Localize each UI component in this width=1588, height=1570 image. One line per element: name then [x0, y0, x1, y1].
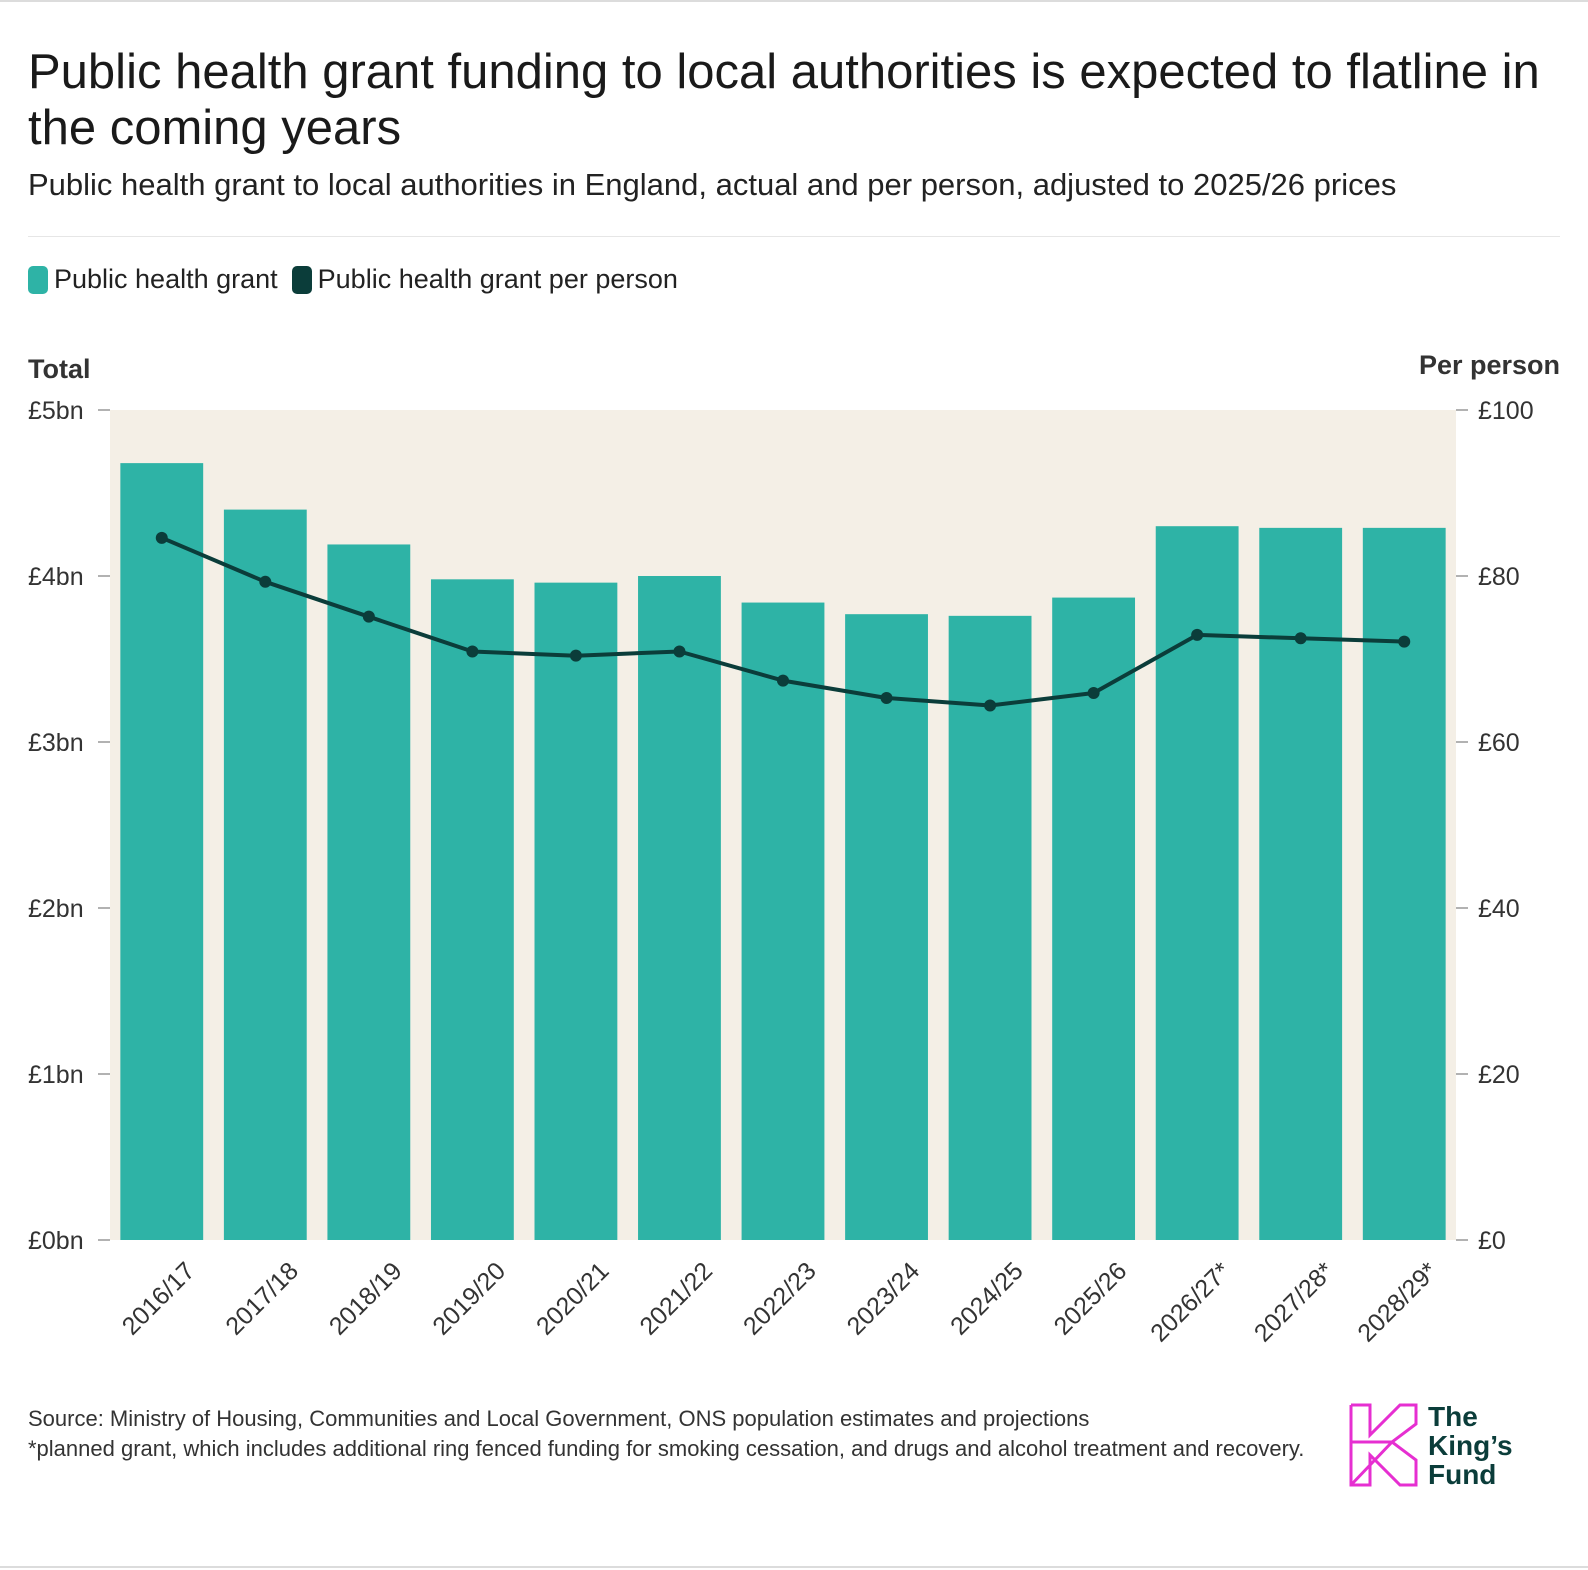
bar-12: [1362, 527, 1446, 1240]
point-0: [155, 531, 168, 544]
chart-svg: £0bn£1bn£2bn£3bn£4bn£5bn £0£20£40£60£80£…: [28, 397, 1534, 1348]
bar-8: [948, 615, 1032, 1240]
footer: Source: Ministry of Housing, Communities…: [28, 1404, 1318, 1464]
legend-item-per-person[interactable]: Public health grant per person: [291, 264, 678, 295]
right-tick-label: £20: [1478, 1061, 1520, 1089]
x-tick-label: 2027/28*: [1249, 1257, 1340, 1348]
logo-wordmark: The King’s Fund: [1428, 1401, 1513, 1490]
footnote: *planned grant, which includes additiona…: [28, 1436, 1305, 1461]
legend-swatch-per-person: [291, 265, 312, 294]
bar-2: [327, 544, 411, 1240]
right-tick-label: £40: [1478, 895, 1520, 923]
left-axis-title: Total: [28, 354, 91, 384]
right-axis-title: Per person: [1418, 350, 1560, 380]
x-tick-label: 2028/29*: [1352, 1257, 1443, 1348]
left-tick-label: £2bn: [28, 895, 84, 923]
x-tick-label: 2017/18: [220, 1257, 304, 1341]
x-tick-label: 2020/21: [531, 1257, 615, 1341]
header-divider: [28, 236, 1560, 237]
point-4: [569, 649, 582, 662]
point-11: [1294, 632, 1307, 645]
right-tick-label: £0: [1478, 1227, 1506, 1255]
x-tick-label: 2018/19: [324, 1257, 408, 1341]
point-8: [984, 699, 997, 712]
bar-0: [120, 463, 204, 1240]
chart-subtitle: Public health grant to local authorities…: [28, 167, 1397, 202]
bars-group: [120, 463, 1446, 1241]
bar-11: [1259, 527, 1343, 1240]
right-tick-label: £80: [1478, 563, 1520, 591]
kings-fund-logo[interactable]: The King’s Fund: [1348, 1402, 1548, 1492]
bar-5: [638, 576, 721, 1240]
point-7: [880, 692, 893, 705]
top-border: [0, 0, 1588, 2]
legend-label-per-person: Public health grant per person: [317, 264, 678, 294]
chart-title: Public health grant funding to local aut…: [28, 45, 1540, 155]
legend-item-grant[interactable]: Public health grant: [28, 264, 278, 295]
legend-swatch-grant: [28, 265, 48, 294]
x-tick-label: 2024/25: [945, 1257, 1029, 1341]
bar-10: [1155, 526, 1239, 1240]
source-note: Source: Ministry of Housing, Communities…: [28, 1406, 1090, 1431]
point-1: [259, 575, 272, 588]
x-tick-label: 2023/24: [842, 1257, 926, 1341]
x-tick-label: 2026/27*: [1145, 1257, 1236, 1348]
k-mark-icon: [1349, 1403, 1418, 1487]
bottom-border: [0, 1566, 1588, 1568]
point-3: [466, 645, 479, 658]
legend-label-grant: Public health grant: [54, 264, 278, 294]
x-tick-label: 2016/17: [117, 1257, 201, 1341]
bar-4: [534, 582, 618, 1240]
bar-6: [741, 602, 825, 1240]
right-axis-ticks: £0 £20 £40 £60 £80 £100: [1456, 397, 1534, 1255]
point-10: [1191, 628, 1204, 641]
left-axis-ticks: £0bn £1bn £2bn £3bn £4bn £5bn: [28, 397, 110, 1255]
point-2: [362, 610, 375, 623]
left-tick-label: £1bn: [28, 1061, 84, 1089]
x-tick-label: 2022/23: [738, 1257, 822, 1341]
right-tick-label: £60: [1478, 729, 1520, 757]
left-tick-label: £3bn: [28, 729, 84, 757]
bar-7: [845, 614, 928, 1240]
x-tick-label: 2021/22: [634, 1257, 718, 1341]
left-tick-label: £4bn: [28, 563, 84, 591]
right-tick-label: £100: [1478, 397, 1534, 425]
point-12: [1398, 635, 1411, 648]
left-tick-label: £0bn: [28, 1227, 84, 1255]
left-tick-label: £5bn: [28, 397, 84, 425]
legend: Public health grant Public health grant …: [28, 264, 678, 295]
x-tick-label: 2025/26: [1049, 1257, 1133, 1341]
point-5: [673, 645, 686, 658]
bar-1: [223, 509, 307, 1241]
point-6: [777, 674, 789, 687]
per-person-points: [155, 531, 1411, 712]
point-9: [1087, 687, 1100, 700]
x-axis-ticks: 2016/17 2017/18 2018/19 2019/20 2020/21 2021/…: [117, 1257, 1443, 1348]
x-tick-label: 2019/20: [427, 1257, 511, 1341]
bar-3: [430, 579, 514, 1240]
bar-9: [1052, 597, 1136, 1240]
